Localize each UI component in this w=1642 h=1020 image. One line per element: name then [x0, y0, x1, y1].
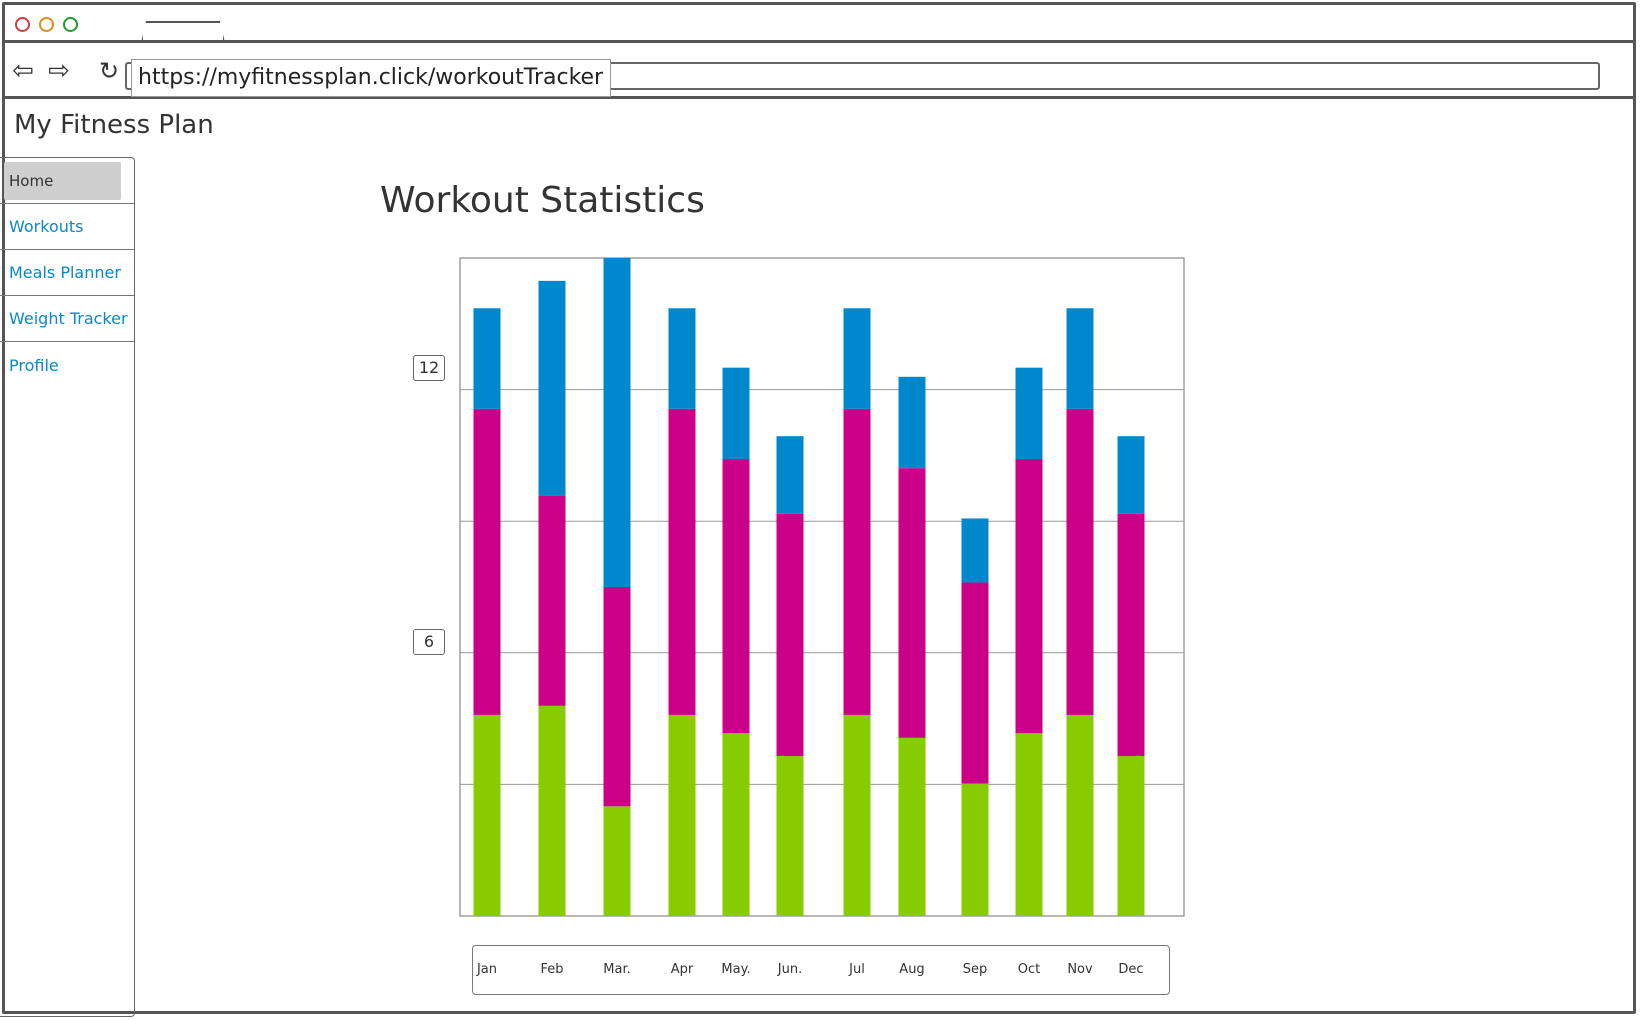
x-tick-label: Jan: [476, 962, 498, 977]
bar-aug-bottom: [898, 737, 926, 916]
forward-arrow-icon[interactable]: ⇨: [48, 56, 70, 86]
x-axis-labels: [472, 945, 1170, 995]
bar-jun-top: [776, 436, 804, 514]
bar-aug-middle: [898, 468, 926, 738]
bar-may-middle: [722, 459, 750, 734]
bar-nov-top: [1066, 308, 1094, 409]
sidebar-item-label: Workouts: [9, 217, 84, 236]
sidebar-item-weight-tracker[interactable]: Weight Tracker: [0, 296, 134, 342]
bar-jul-top: [843, 308, 871, 409]
browser-titlebar: [5, 5, 1633, 43]
bar-dec-middle: [1117, 513, 1145, 757]
bar-oct-bottom: [1015, 733, 1043, 916]
bar-may-top: [722, 367, 750, 460]
bar-nov-bottom: [1066, 714, 1094, 916]
x-tick-label: May.: [721, 962, 751, 977]
bar-jan-middle: [473, 408, 501, 715]
x-tick-label: Nov: [1067, 962, 1093, 977]
x-tick-label: Feb: [540, 962, 564, 977]
bar-jan-top: [473, 308, 501, 409]
bar-feb-top: [538, 280, 566, 496]
bar-oct-top: [1015, 367, 1043, 460]
x-tick-label: Jul: [849, 962, 865, 977]
sidebar-item-workouts[interactable]: Workouts: [0, 204, 134, 250]
sidebar-item-label: Home: [4, 161, 121, 200]
x-tick-label: Mar.: [603, 962, 631, 977]
sidebar-item-label: Weight Tracker: [9, 309, 128, 328]
bar-nov-middle: [1066, 408, 1094, 715]
y-tick-label: 12: [413, 354, 445, 381]
bar-may-bottom: [722, 733, 750, 916]
browser-navbar: ⇦ ⇨ ↻ https://myfitnessplan.click/workou…: [5, 43, 1633, 99]
bar-jul-bottom: [843, 714, 871, 916]
bar-sep-top: [961, 518, 989, 583]
sidebar-item-label: Profile: [9, 355, 59, 375]
url-input[interactable]: https://myfitnessplan.click/workoutTrack…: [131, 59, 611, 97]
minimize-window-icon[interactable]: [39, 17, 54, 32]
bar-dec-bottom: [1117, 756, 1145, 916]
x-tick-label: Aug: [899, 962, 925, 977]
reload-icon[interactable]: ↻: [98, 57, 120, 85]
sidebar-item-label: Meals Planner: [9, 263, 121, 282]
sidebar: Home Workouts Meals Planner Weight Track…: [0, 157, 135, 1017]
close-window-icon[interactable]: [15, 17, 30, 32]
address-bar[interactable]: [125, 62, 1600, 90]
plot-area: [459, 257, 1185, 917]
bar-apr-top: [668, 308, 696, 409]
bar-dec-top: [1117, 436, 1145, 514]
sidebar-item-profile[interactable]: Profile: [0, 342, 134, 388]
bar-apr-bottom: [668, 714, 696, 916]
bar-jun-middle: [776, 513, 804, 757]
bar-jan-bottom: [473, 714, 501, 916]
bar-jul-middle: [843, 408, 871, 715]
bar-mar-bottom: [603, 806, 631, 916]
sidebar-item-meals-planner[interactable]: Meals Planner: [0, 250, 134, 296]
bar-mar-top: [603, 258, 631, 587]
x-tick-label: Oct: [1017, 962, 1041, 977]
bar-aug-top: [898, 376, 926, 469]
bar-feb-bottom: [538, 705, 566, 916]
bar-sep-bottom: [961, 783, 989, 916]
bar-sep-middle: [961, 582, 989, 784]
app-title: My Fitness Plan: [14, 110, 214, 140]
x-tick-label: Dec: [1118, 962, 1144, 977]
bar-mar-middle: [603, 587, 631, 807]
sidebar-item-home[interactable]: Home: [0, 158, 134, 204]
x-tick-label: Jun.: [777, 962, 803, 977]
maximize-window-icon[interactable]: [63, 17, 78, 32]
bar-jun-bottom: [776, 756, 804, 916]
bar-apr-middle: [668, 408, 696, 715]
x-tick-label: Sep: [962, 962, 988, 977]
page-title: Workout Statistics: [380, 180, 705, 221]
bar-feb-middle: [538, 495, 566, 706]
bar-oct-middle: [1015, 459, 1043, 734]
y-tick-label: 6: [413, 628, 445, 655]
x-tick-label: Apr: [670, 962, 694, 977]
back-arrow-icon[interactable]: ⇦: [12, 56, 34, 86]
